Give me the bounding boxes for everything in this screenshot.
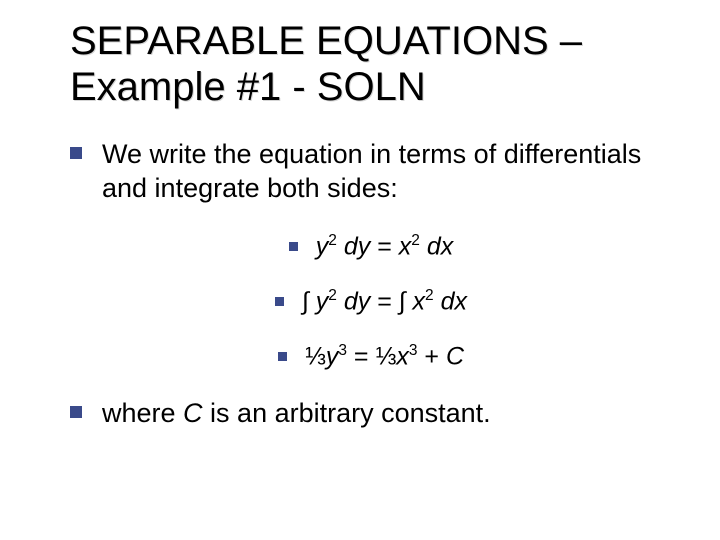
equation-item-3: ⅓y3 = ⅓x3 + C: [70, 342, 672, 371]
slide-title: SEPARABLE EQUATIONS – Example #1 - SOLN: [70, 18, 672, 110]
slide-body: We write the equation in terms of differ…: [70, 138, 672, 431]
square-bullet-icon: [275, 297, 284, 306]
equation-item-2: ∫ y2 dy = ∫ x2 dx: [70, 287, 672, 316]
equation-text-1: y2 dy = x2 dx: [316, 232, 453, 261]
bullet-item-intro: We write the equation in terms of differ…: [70, 138, 672, 206]
outro-text: where C is an arbitrary constant.: [102, 397, 491, 431]
equation-list: y2 dy = x2 dx ∫ y2 dy = ∫ x2 dx ⅓y3 = ⅓x…: [70, 232, 672, 372]
equation-item-1: y2 dy = x2 dx: [70, 232, 672, 261]
equation-text-2: ∫ y2 dy = ∫ x2 dx: [302, 287, 467, 316]
slide-content: SEPARABLE EQUATIONS – Example #1 - SOLN …: [0, 0, 720, 451]
square-bullet-icon: [289, 242, 298, 251]
bullet-item-outro: where C is an arbitrary constant.: [70, 397, 672, 431]
intro-text: We write the equation in terms of differ…: [102, 138, 672, 206]
square-bullet-icon: [70, 406, 82, 418]
square-bullet-icon: [70, 147, 82, 159]
equation-text-3: ⅓y3 = ⅓x3 + C: [305, 342, 464, 371]
square-bullet-icon: [278, 352, 287, 361]
